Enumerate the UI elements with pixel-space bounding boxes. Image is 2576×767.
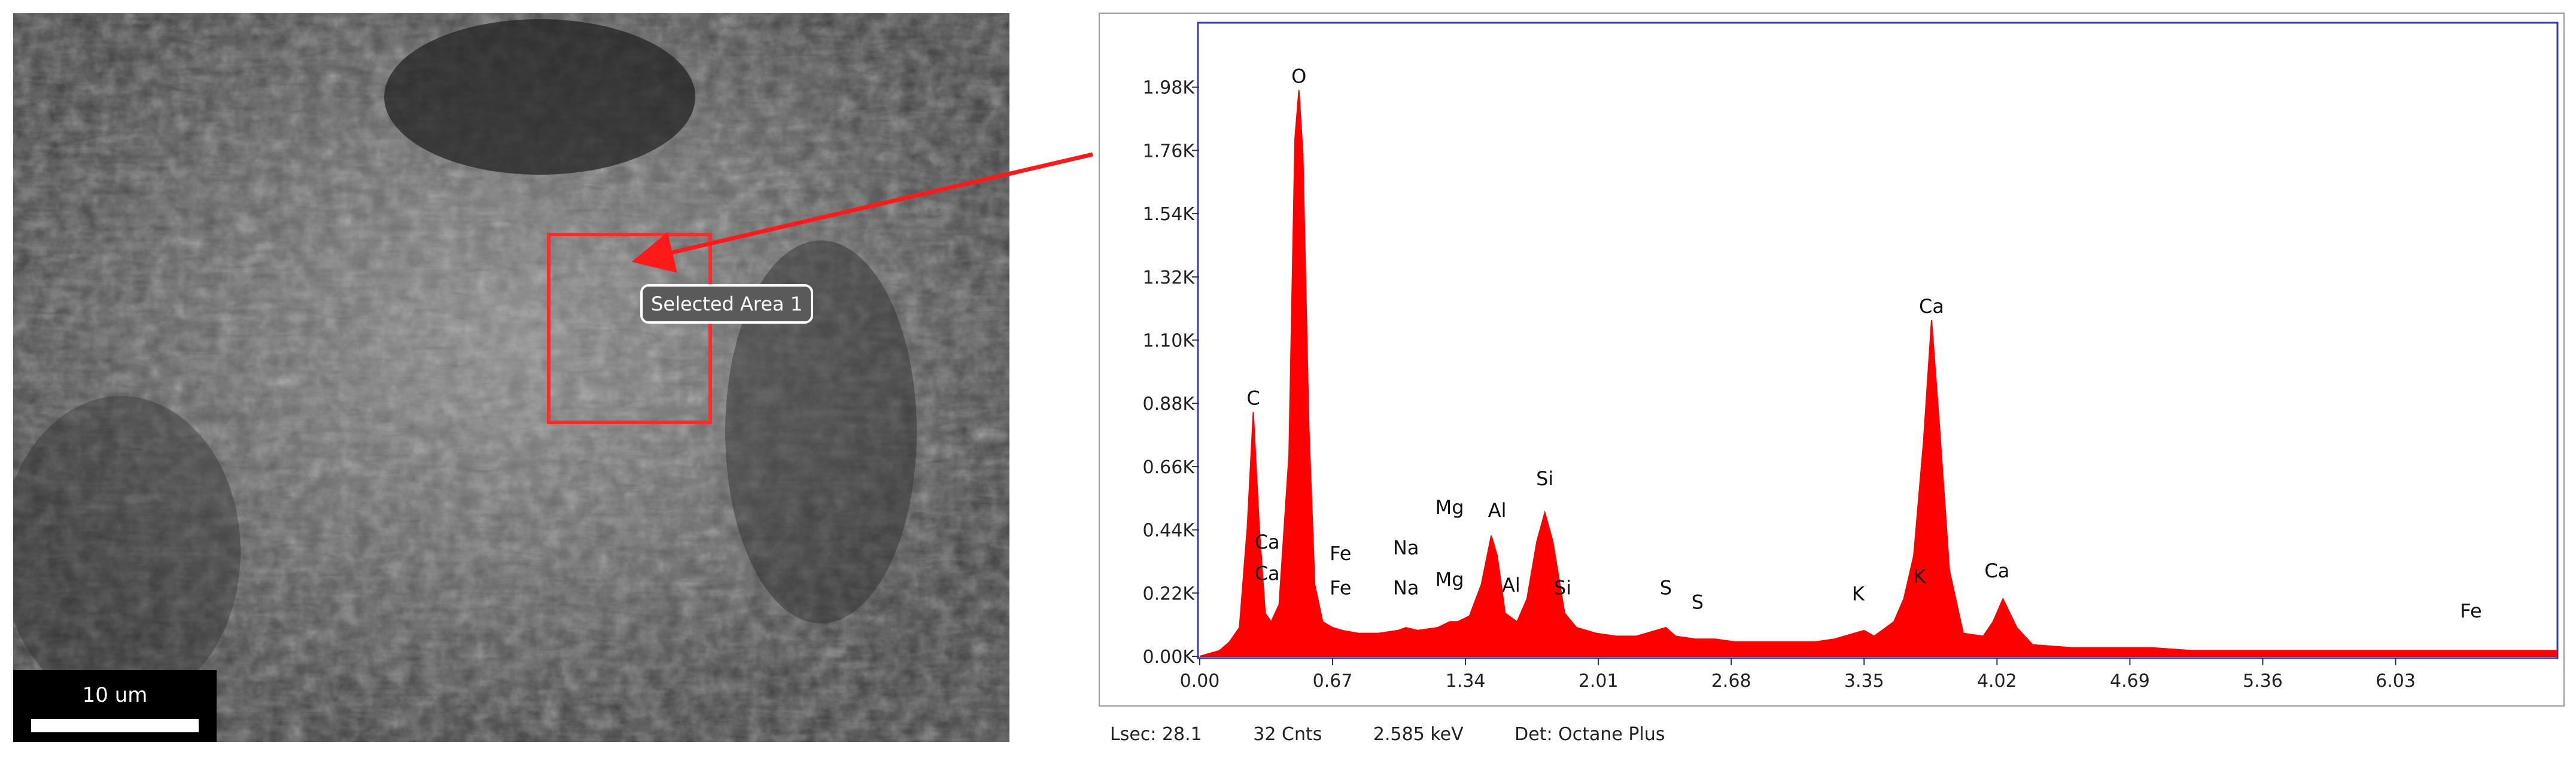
y-tick-label: 0.22K xyxy=(1143,583,1196,604)
y-tick-label: 1.76K xyxy=(1143,141,1196,162)
spectrum-info-bar: Lsec: 28.1 32 Cnts 2.585 keV Det: Octane… xyxy=(1110,724,1710,745)
scale-bar-label: 10 um xyxy=(82,683,148,707)
y-tick-label: 1.32K xyxy=(1143,267,1196,288)
y-tick-label: 0.88K xyxy=(1143,394,1196,415)
peak-label: Fe xyxy=(1330,542,1351,565)
y-tick-label: 1.10K xyxy=(1143,331,1196,352)
peak-label: Na xyxy=(1393,536,1419,559)
x-tick-label: 0.67 xyxy=(1313,671,1353,692)
y-tick-label: 0.66K xyxy=(1143,457,1196,478)
y-tick-label: 0.44K xyxy=(1143,521,1196,541)
peak-label: O xyxy=(1291,65,1306,88)
peak-label: Na xyxy=(1393,577,1419,599)
peak-label: S xyxy=(1692,591,1704,614)
peak-label: Mg xyxy=(1435,496,1464,519)
peak-label: Si xyxy=(1554,577,1571,599)
peak-label: C xyxy=(1246,387,1260,410)
peak-label: Ca xyxy=(1984,559,2009,582)
x-tick-label: 4.69 xyxy=(2110,671,2150,692)
x-tick-label: 3.35 xyxy=(1844,671,1884,692)
chart-outer-frame xyxy=(1099,13,2565,707)
x-tick-label: 6.03 xyxy=(2376,671,2416,692)
peak-label: Al xyxy=(1488,499,1507,522)
spectrum-layer xyxy=(1199,90,2557,657)
energy-readout: 2.585 keV xyxy=(1373,724,1464,745)
peak-label: Fe xyxy=(1330,577,1351,599)
x-tick-label: 0.00 xyxy=(1180,671,1220,692)
scale-bar-line xyxy=(31,719,199,732)
y-tick-label: 1.54K xyxy=(1143,204,1196,225)
detector-readout: Det: Octane Plus xyxy=(1514,724,1665,745)
peak-label: K xyxy=(1914,565,1927,588)
peak-label: Ca xyxy=(1255,562,1280,585)
peak-label: Ca xyxy=(1919,295,1944,318)
peak-label: Ca xyxy=(1255,531,1280,553)
peak-label: Al xyxy=(1502,574,1520,596)
lsec-readout: Lsec: 28.1 xyxy=(1110,724,1202,745)
sem-image: Selected Area 1 10 um xyxy=(13,13,1009,742)
x-tick-label: 4.02 xyxy=(1977,671,2017,692)
selected-area-box xyxy=(547,233,712,424)
x-tick-label: 1.34 xyxy=(1446,671,1486,692)
peak-label: Si xyxy=(1536,467,1553,490)
x-tick-label: 2.01 xyxy=(1579,671,1619,692)
peak-label: S xyxy=(1660,577,1672,599)
x-tick-label: 5.36 xyxy=(2243,671,2283,692)
axis-layer: 0.00K0.22K0.44K0.66K0.88K1.10K1.32K1.54K… xyxy=(1143,78,2416,692)
y-tick-label: 0.00K xyxy=(1143,647,1196,668)
sem-texture xyxy=(13,13,1009,742)
selected-area-label: Selected Area 1 xyxy=(640,284,814,324)
spectrum-series-0 xyxy=(1199,90,2557,657)
annotation-layer: C O Ca Ca Fe Fe Na Na Mg Mg Al Al Si Si SS K K Ca Ca Fe xyxy=(1246,65,2481,623)
peak-label: Mg xyxy=(1435,568,1464,591)
peak-label: K xyxy=(1852,582,1865,605)
scale-bar: 10 um xyxy=(13,670,217,742)
peak-label: Fe xyxy=(2460,599,2481,622)
counts-readout: 32 Cnts xyxy=(1253,724,1322,745)
y-tick-label: 1.98K xyxy=(1143,78,1196,99)
x-tick-label: 2.68 xyxy=(1711,671,1751,692)
